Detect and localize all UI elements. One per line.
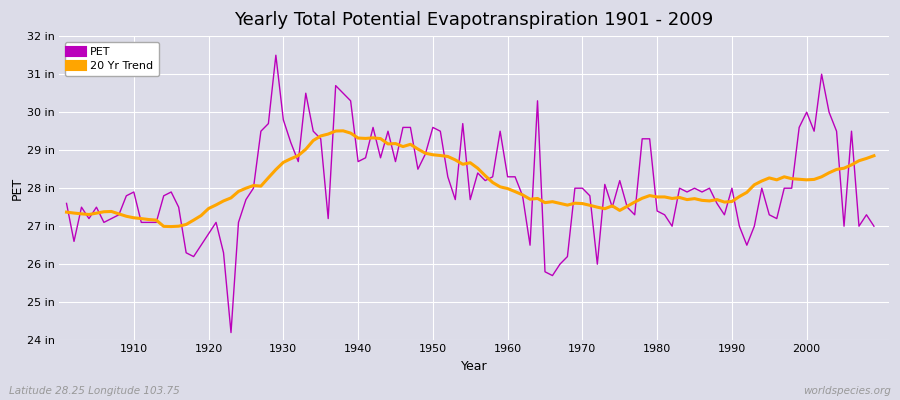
20 Yr Trend	[868, 153, 879, 158]
20 Yr Trend	[509, 189, 520, 194]
Line: PET: PET	[67, 55, 874, 332]
PET	[346, 98, 356, 103]
PET	[518, 193, 528, 198]
Legend: PET, 20 Yr Trend: PET, 20 Yr Trend	[65, 42, 158, 76]
20 Yr Trend	[166, 224, 176, 229]
Text: worldspecies.org: worldspecies.org	[803, 386, 891, 396]
PET	[301, 91, 311, 96]
PET	[607, 205, 617, 210]
20 Yr Trend	[518, 192, 528, 197]
20 Yr Trend	[346, 131, 356, 136]
X-axis label: Year: Year	[461, 360, 487, 373]
PET	[226, 330, 237, 335]
Y-axis label: PET: PET	[11, 177, 24, 200]
PET	[61, 201, 72, 206]
PET	[121, 193, 131, 198]
20 Yr Trend	[607, 204, 617, 208]
20 Yr Trend	[61, 210, 72, 214]
Title: Yearly Total Potential Evapotranspiration 1901 - 2009: Yearly Total Potential Evapotranspiratio…	[234, 11, 714, 29]
20 Yr Trend	[338, 128, 348, 133]
PET	[868, 224, 879, 228]
20 Yr Trend	[121, 214, 131, 219]
20 Yr Trend	[292, 153, 303, 158]
PET	[271, 53, 282, 58]
PET	[509, 174, 520, 179]
Text: Latitude 28.25 Longitude 103.75: Latitude 28.25 Longitude 103.75	[9, 386, 180, 396]
Line: 20 Yr Trend: 20 Yr Trend	[67, 131, 874, 226]
